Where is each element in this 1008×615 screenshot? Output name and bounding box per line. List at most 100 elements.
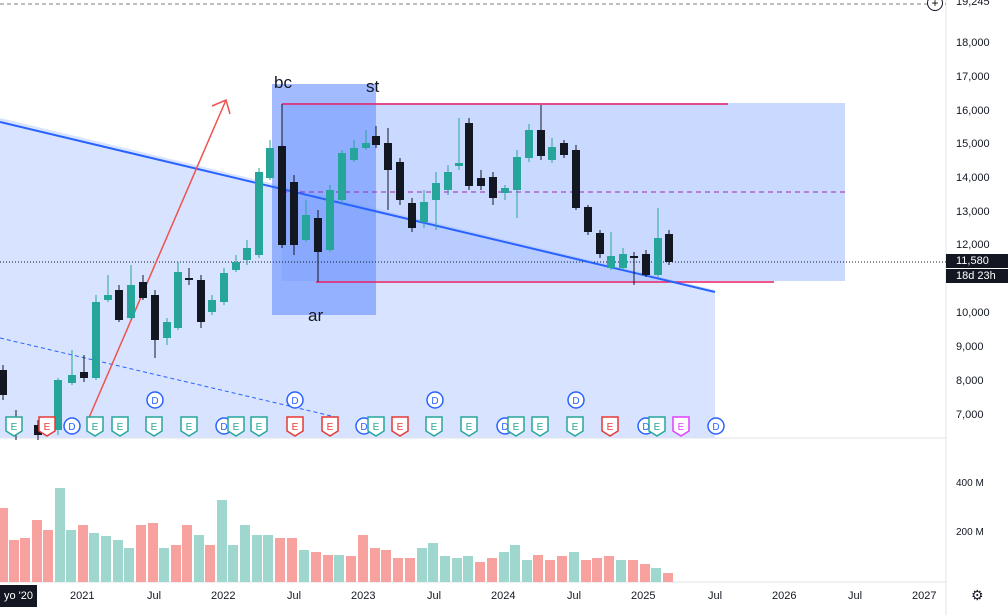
time-axis-cursor-label: yo '20 (0, 585, 38, 607)
earnings-marker: E (227, 416, 245, 437)
candle (54, 380, 62, 430)
candle (537, 130, 545, 156)
candle (68, 375, 76, 383)
add-icon[interactable]: + (927, 0, 943, 11)
svg-text:E: E (513, 422, 520, 433)
candle (584, 207, 592, 232)
earnings-marker: E (250, 416, 268, 437)
candle (350, 148, 358, 160)
volume-bar (275, 538, 285, 582)
candle (408, 203, 416, 228)
trend-line[interactable] (0, 121, 716, 293)
volume-bar (616, 560, 626, 582)
volume-bar (89, 533, 99, 582)
svg-text:D: D (712, 422, 719, 433)
candle (525, 130, 533, 158)
svg-text:E: E (11, 422, 18, 433)
candle (208, 300, 216, 312)
candle (266, 148, 274, 178)
volume-bar (287, 538, 297, 582)
volume-bar (346, 556, 356, 582)
time-tick: Jul (708, 590, 723, 602)
candle (477, 178, 485, 186)
volume-bars (0, 488, 673, 582)
volume-bar (522, 560, 532, 582)
candle (34, 425, 42, 435)
candle (444, 172, 452, 190)
time-tick: Jul (567, 590, 582, 602)
svg-text:E: E (233, 422, 240, 433)
time-tick: Jul (848, 590, 863, 602)
trend-line-parallel[interactable] (0, 337, 341, 419)
price-tick: 8,000 (956, 375, 984, 387)
event-markers[interactable]: D D D DE E D E E E E D E E E E D E E E E D E E E E D E E D (5, 391, 725, 437)
svg-text:D: D (642, 422, 649, 433)
volume-bar (43, 530, 53, 582)
annotation-ar[interactable]: ar (308, 306, 324, 325)
svg-text:E: E (397, 422, 404, 433)
annotation-bc[interactable]: bc (274, 73, 292, 92)
annotation-st[interactable]: st (366, 77, 380, 96)
earnings-marker: E (180, 416, 198, 437)
candle (197, 280, 205, 322)
earnings-marker: E (566, 416, 584, 437)
candle (619, 254, 627, 268)
svg-text:E: E (92, 422, 99, 433)
svg-text:D: D (68, 422, 75, 433)
candle (255, 172, 263, 255)
time-tick: Jul (287, 590, 302, 602)
volume-bar (417, 548, 427, 582)
candle (465, 123, 473, 186)
candle (384, 143, 392, 170)
volume-bar (32, 520, 42, 582)
volume-bar (9, 540, 19, 582)
volume-bar (499, 552, 509, 582)
svg-text:D: D (431, 396, 438, 407)
svg-text:E: E (292, 422, 299, 433)
candle (607, 256, 615, 268)
candle (560, 143, 568, 155)
candle (654, 238, 662, 275)
countdown-tag: 18d 23h (946, 269, 1008, 283)
price-tick: 9,000 (956, 341, 984, 353)
earnings-marker: E (648, 416, 666, 437)
price-axis[interactable]: 18,000 17,000 16,000 15,000 14,000 13,000 12,0… (946, 0, 1008, 440)
earnings-marker: E (145, 416, 163, 437)
svg-text:E: E (256, 422, 263, 433)
candle (362, 143, 370, 148)
volume-bar (20, 538, 30, 582)
time-tick: 2023 (351, 590, 376, 602)
volume-bar (263, 535, 273, 582)
volume-bar (640, 564, 650, 582)
candles[interactable] (0, 105, 673, 440)
earnings-marker: E (86, 416, 104, 437)
volume-bar (393, 558, 403, 582)
volume-bar (124, 548, 134, 582)
price-tick: 17,000 (956, 71, 990, 83)
arrow-line[interactable] (87, 99, 227, 421)
volume-bar (148, 523, 158, 582)
candle (302, 215, 310, 240)
volume-bar (370, 548, 380, 582)
candle (326, 190, 334, 250)
volume-bar (533, 555, 543, 582)
volume-bar (323, 555, 333, 582)
volume-bar (78, 525, 88, 582)
candle (501, 188, 509, 193)
price-tick: 12,000 (956, 239, 990, 251)
earnings-marker: E (460, 416, 478, 437)
volume-bar (252, 535, 262, 582)
candle (139, 282, 147, 298)
volume-bar (440, 556, 450, 582)
settings-gear-icon[interactable]: ⚙ (971, 587, 984, 603)
volume-bar (334, 555, 344, 582)
svg-text:E: E (466, 422, 473, 433)
time-tick: 2022 (211, 590, 236, 602)
candle (513, 157, 521, 190)
price-tick: 15,000 (956, 138, 990, 150)
current-price-tag: 11,580 (946, 254, 1008, 268)
candle (80, 372, 88, 378)
candle (232, 262, 240, 270)
volume-bar (557, 556, 567, 582)
